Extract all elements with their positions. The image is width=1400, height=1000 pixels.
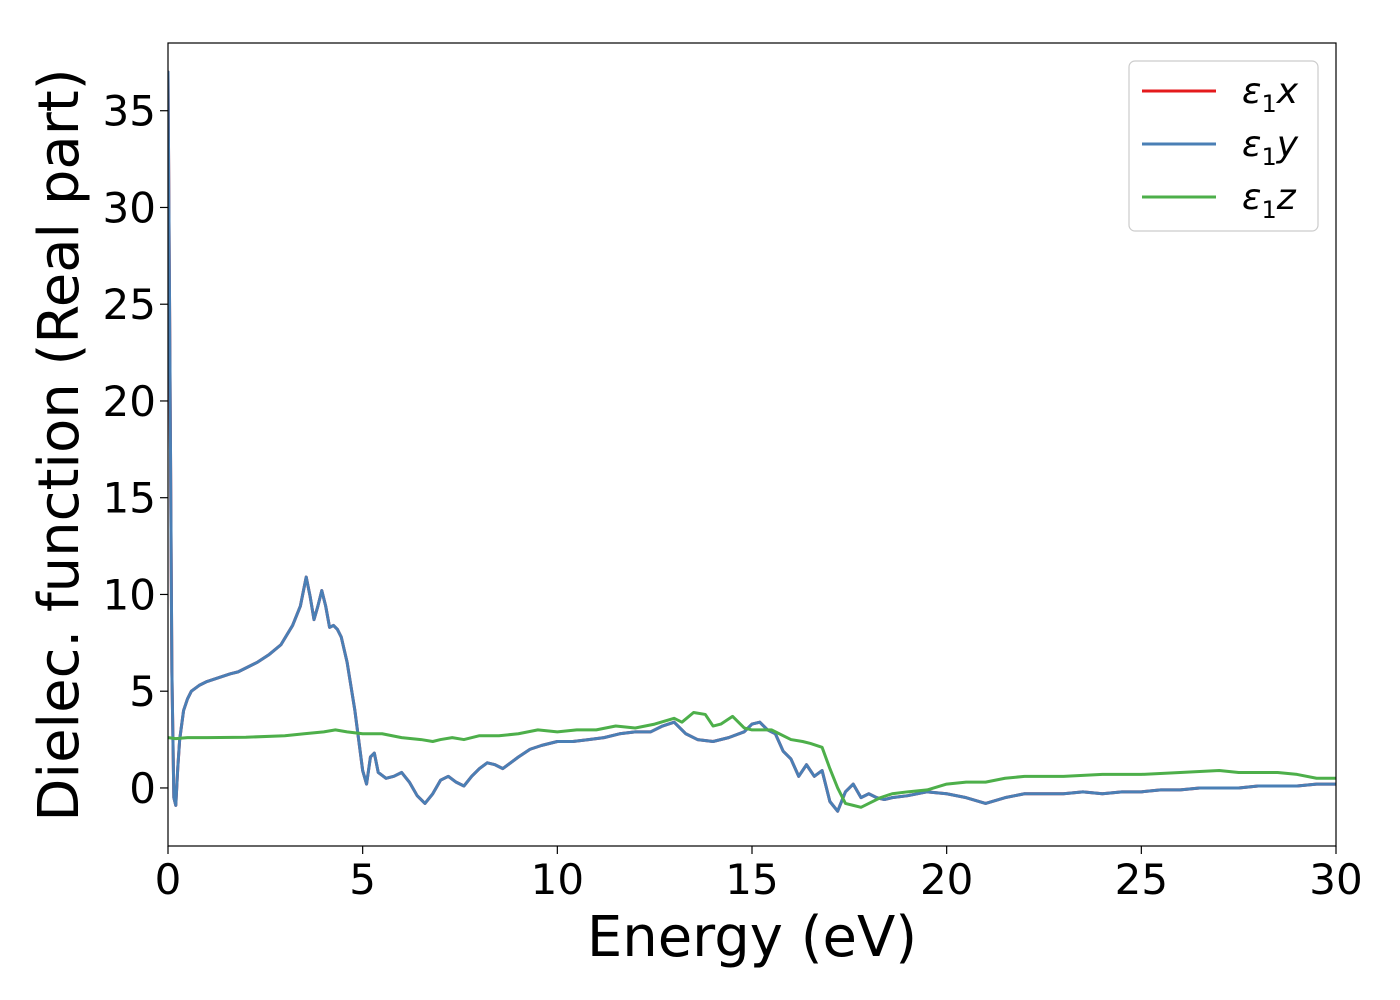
x-axis-ticks: 0 5 10 15 20 25 30 [155,846,1363,904]
y-tick-label: 15 [103,474,156,523]
y-tick-label: 0 [129,764,156,813]
y-tick-label: 30 [103,183,156,232]
y-tick-label: 25 [103,280,156,329]
x-tick-label: 15 [725,855,778,904]
x-tick-label: 5 [349,855,376,904]
y-axis-label: Dielec. function (Real part) [27,68,92,821]
legend-label-y: ε1y [1242,124,1299,171]
x-tick-label: 25 [1115,855,1168,904]
y-axis-ticks: 0 5 10 15 20 25 30 35 [103,87,168,813]
legend: ε1x ε1y ε1z [1128,60,1319,232]
legend-box [1128,60,1319,232]
series-line-z [168,710,1336,809]
y-tick-label: 20 [103,377,156,426]
y-tick-label: 10 [103,570,156,619]
legend-label-x: ε1x [1242,71,1299,118]
series-layer [168,70,1336,813]
x-tick-label: 10 [531,855,584,904]
y-tick-label: 35 [103,87,156,136]
x-tick-label: 0 [155,855,182,904]
x-axis-label: Energy (eV) [587,905,917,970]
x-tick-label: 30 [1309,855,1362,904]
series-line-y [168,70,1336,813]
y-tick-label: 5 [129,667,156,716]
x-tick-label: 20 [920,855,973,904]
legend-label-z: ε1z [1242,177,1297,224]
